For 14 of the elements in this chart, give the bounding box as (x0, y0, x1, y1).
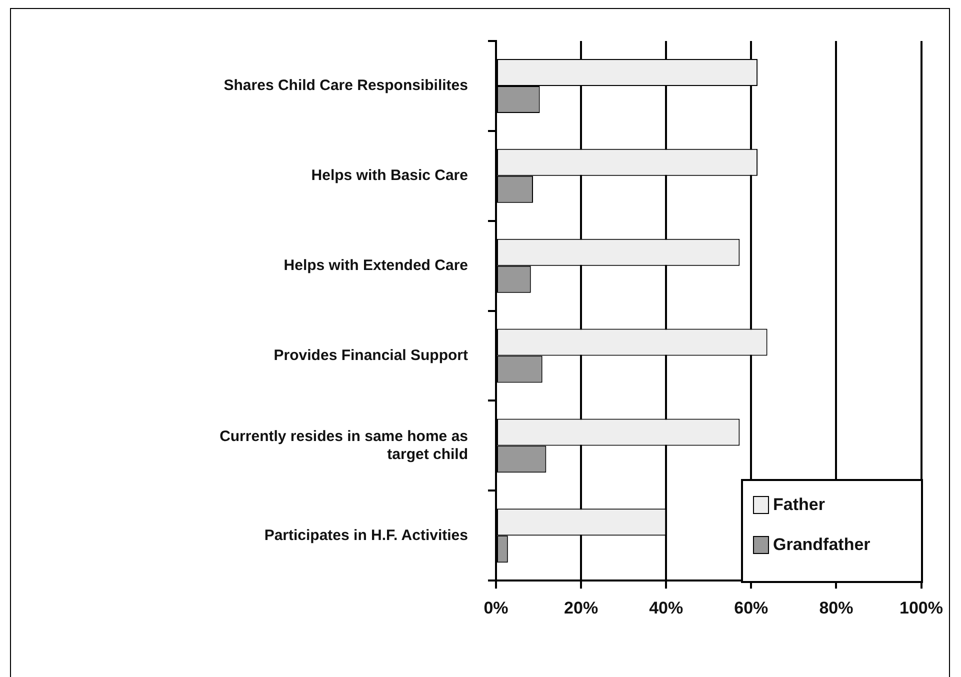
x-tick-label: 20% (564, 598, 598, 618)
y-tick-label: Helps with Basic Care (311, 167, 468, 184)
x-tick-label: 100% (900, 598, 943, 618)
legend-label: Grandfather (773, 535, 870, 555)
x-tick-label: 0% (484, 598, 508, 618)
y-tick-label: Participates in H.F. Activities (264, 526, 468, 544)
x-tick-label: 40% (649, 598, 684, 618)
y-tick-label: Provides Financial Support (274, 346, 468, 364)
x-tick-label: 60% (734, 598, 768, 618)
y-tick-label: Helps with Extended Care (284, 256, 468, 274)
y-tick-label: Currently resides in same home as target child (220, 428, 468, 463)
y-tick-label: Shares Child Care Responsibilites (224, 77, 468, 94)
x-tick-label: 80% (819, 598, 854, 618)
legend-label: Father (773, 495, 825, 515)
